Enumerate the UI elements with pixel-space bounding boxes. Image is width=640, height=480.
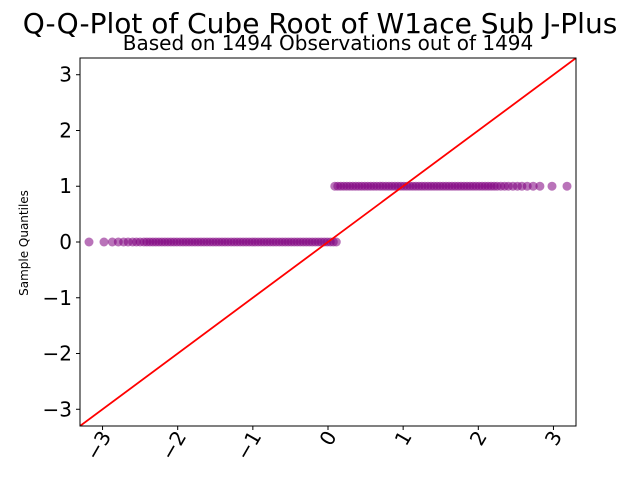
data-point bbox=[331, 237, 341, 247]
x-tick-label: 2 bbox=[465, 427, 492, 450]
x-tick-label: 3 bbox=[540, 427, 567, 450]
y-tick-label: −1 bbox=[43, 286, 72, 310]
plot-area: −3 −2 −1 0 1 2 3 −3 −2 −1 0 1 2 3 bbox=[43, 57, 577, 465]
chart-title: Q-Q-Plot of Cube Root of W1ace Sub J-Plu… bbox=[23, 7, 618, 40]
data-point bbox=[99, 237, 109, 247]
x-tick-label: −3 bbox=[81, 427, 117, 465]
y-tick-label: 0 bbox=[59, 230, 72, 254]
reference-line bbox=[80, 58, 576, 426]
y-tick-label: 2 bbox=[59, 118, 72, 142]
data-point bbox=[528, 181, 538, 191]
x-tick-label: 0 bbox=[314, 427, 341, 450]
data-point bbox=[535, 181, 545, 191]
y-axis-label: Sample Quantiles bbox=[17, 190, 31, 296]
data-point bbox=[547, 181, 557, 191]
chart-subtitle: Based on 1494 Observations out of 1494 bbox=[123, 31, 534, 55]
x-tick-label: −1 bbox=[231, 427, 267, 465]
data-point bbox=[562, 181, 572, 191]
x-tick-label: 1 bbox=[390, 427, 417, 450]
data-point bbox=[84, 237, 94, 247]
y-tick-label: 1 bbox=[59, 174, 72, 198]
x-tick-label: −2 bbox=[156, 427, 192, 465]
y-tick-label: 3 bbox=[59, 63, 72, 87]
y-tick-label: −3 bbox=[43, 397, 72, 421]
y-tick-label: −2 bbox=[43, 342, 72, 366]
